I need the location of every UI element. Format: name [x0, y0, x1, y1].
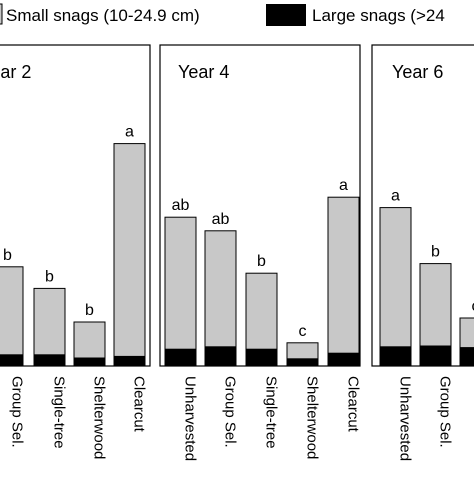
bar-large-single-tree — [34, 355, 65, 366]
bar-large-clearcut — [328, 353, 359, 366]
significance-label: ab — [172, 197, 190, 214]
bar-small-single-tree — [34, 288, 65, 354]
category-label: Group Sel. — [9, 376, 26, 448]
category-label: Clearcut — [131, 376, 148, 433]
panel-2: Year 4 ab Unharvested ab Group Sel. b Single-t… — [160, 45, 362, 461]
category-label: Unharvested — [182, 376, 199, 461]
category-label: Group Sel. — [437, 376, 454, 448]
bar-large-unharvested — [165, 349, 196, 366]
significance-label: b — [257, 253, 266, 270]
bar-small-group-sel- — [205, 231, 236, 347]
category-label: Unharvested — [397, 376, 414, 461]
category-label: Clearcut — [345, 376, 362, 433]
bar-large-clearcut — [114, 356, 145, 366]
bar-small-clearcut — [114, 144, 145, 357]
category-label: Shelterwood — [304, 376, 321, 459]
bar-large-single-tree — [460, 348, 474, 366]
bar-large-single-tree — [246, 349, 277, 366]
legend-label-small: Small snags (10-24.9 cm) — [6, 6, 200, 25]
bar-large-group-sel- — [205, 347, 236, 366]
bar-small-unharvested — [165, 217, 196, 349]
bar-small-single-tree — [460, 318, 474, 348]
significance-label: a — [339, 177, 348, 194]
panel-1: Year 2 b Group Sel. b Single-tree b Shelterwoo… — [0, 45, 150, 459]
significance-label: a — [391, 188, 400, 205]
category-label: Group Sel. — [222, 376, 239, 448]
significance-label: b — [45, 268, 54, 285]
category-label: Single-tree — [263, 376, 280, 449]
significance-label: b — [431, 244, 440, 261]
panel-title: Year 6 — [392, 62, 443, 82]
bar-small-group-sel- — [0, 267, 23, 355]
legend: Small snags (10-24.9 cm) Large snags (>2… — [0, 4, 445, 26]
significance-label: a — [125, 124, 134, 141]
bar-small-shelterwood — [287, 343, 318, 359]
panel-title: Year 2 — [0, 62, 31, 82]
legend-label-large: Large snags (>24 — [312, 6, 445, 25]
bar-large-shelterwood — [287, 359, 318, 366]
bar-small-shelterwood — [74, 322, 105, 358]
significance-label: c — [299, 323, 307, 340]
significance-label: ab — [212, 211, 230, 228]
legend-swatch-large — [266, 4, 306, 26]
bar-small-single-tree — [246, 273, 277, 349]
bar-large-group-sel- — [0, 355, 23, 366]
bar-large-group-sel- — [420, 346, 451, 366]
legend-swatch-small — [0, 4, 2, 24]
chart-panels: Year 2 b Group Sel. b Single-tree b Shelterwoo… — [0, 45, 474, 461]
bar-small-group-sel- — [420, 264, 451, 346]
significance-label: b — [3, 247, 12, 264]
category-label: Shelterwood — [91, 376, 108, 459]
category-label: Single-tree — [51, 376, 68, 449]
bar-large-shelterwood — [74, 358, 105, 366]
bar-large-unharvested — [380, 347, 411, 366]
panel-title: Year 4 — [178, 62, 229, 82]
bar-small-unharvested — [380, 208, 411, 347]
bar-small-clearcut — [328, 197, 359, 353]
significance-label: b — [85, 302, 94, 319]
